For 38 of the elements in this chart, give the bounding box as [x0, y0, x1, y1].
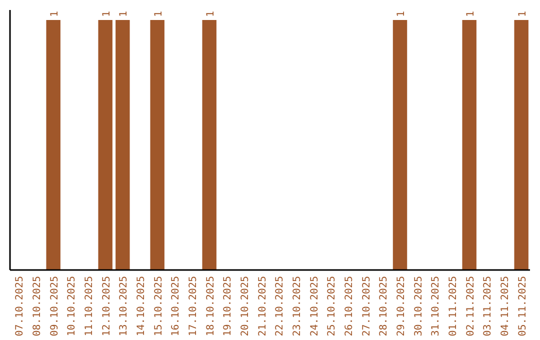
x-tick-label: 21.10.2025 [257, 276, 268, 336]
x-tick-label: 09.10.2025 [49, 276, 60, 336]
x-tick-label: 24.10.2025 [309, 276, 320, 336]
x-tick-label: 18.10.2025 [205, 276, 216, 336]
x-tick-label: 02.11.2025 [465, 276, 476, 336]
x-tick-label: 23.10.2025 [292, 276, 303, 336]
x-tick-label: 13.10.2025 [118, 276, 130, 336]
data-label: 1 [396, 10, 407, 17]
x-tick-label: 05.11.2025 [517, 276, 528, 336]
x-tick-label: 12.10.2025 [101, 276, 112, 336]
x-tick-label: 07.10.2025 [14, 276, 26, 336]
x-tick-label: 11.10.2025 [84, 276, 95, 336]
x-tick-label: 22.10.2025 [274, 276, 286, 336]
x-tick-label: 25.10.2025 [326, 276, 338, 336]
x-tick-label: 19.10.2025 [222, 276, 234, 336]
data-label: 1 [205, 10, 216, 17]
x-tick-label: 27.10.2025 [361, 276, 372, 336]
x-tick-label: 31.10.2025 [430, 276, 442, 336]
data-label: 1 [118, 10, 130, 17]
x-tick-label: 20.10.2025 [240, 276, 251, 336]
x-tick-label: 04.11.2025 [500, 276, 511, 336]
x-tick-label: 01.11.2025 [448, 276, 459, 336]
x-tick-label: 14.10.2025 [136, 276, 147, 336]
x-tick-label: 29.10.2025 [396, 276, 407, 336]
x-tick-label: 16.10.2025 [170, 276, 182, 336]
data-label: 1 [101, 10, 112, 17]
x-tick-label: 10.10.2025 [66, 276, 78, 336]
x-tick-label: 08.10.2025 [32, 276, 43, 336]
x-tick-label: 17.10.2025 [188, 276, 199, 336]
data-label: 1 [465, 10, 476, 17]
x-tick-label: 30.10.2025 [413, 276, 424, 336]
x-tick-label: 28.10.2025 [378, 276, 390, 336]
x-tick-label: 26.10.2025 [344, 276, 355, 336]
data-label: 1 [517, 10, 528, 17]
data-label: 1 [49, 10, 60, 17]
x-tick-label: 03.11.2025 [482, 276, 494, 336]
x-tick-label: 15.10.2025 [153, 276, 164, 336]
data-label: 1 [153, 10, 164, 17]
